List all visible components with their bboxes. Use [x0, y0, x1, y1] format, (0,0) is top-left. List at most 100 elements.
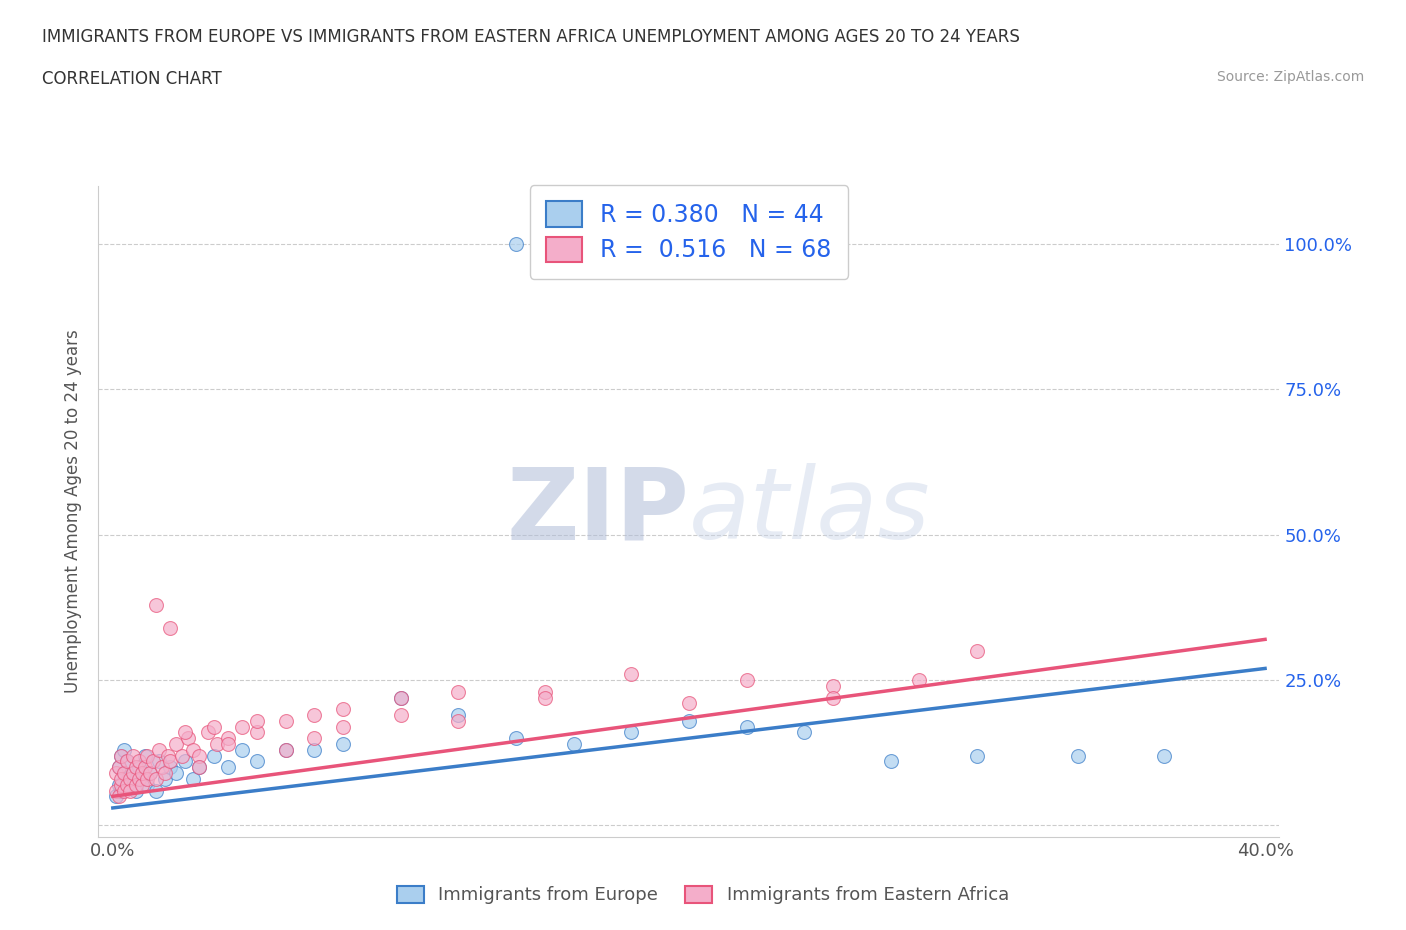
Point: [332, 737, 354, 751]
Point: [505, 731, 527, 746]
Point: [620, 667, 643, 682]
Point: [170, 748, 193, 763]
Point: [125, 760, 148, 775]
Point: [202, 748, 225, 763]
Point: [505, 237, 527, 252]
Point: [104, 765, 127, 780]
Point: [131, 772, 153, 787]
Point: [148, 754, 170, 769]
Point: [188, 748, 211, 763]
Point: [188, 760, 211, 775]
Point: [107, 789, 129, 804]
Point: [122, 765, 145, 780]
Legend: Immigrants from Europe, Immigrants from Eastern Africa: Immigrants from Europe, Immigrants from …: [389, 879, 1017, 911]
Point: [156, 748, 179, 763]
Point: [128, 754, 150, 769]
Point: [908, 672, 931, 687]
Point: [217, 737, 239, 751]
Point: [110, 772, 132, 787]
Point: [120, 777, 142, 792]
Point: [217, 760, 239, 775]
Point: [112, 765, 135, 780]
Point: [128, 760, 150, 775]
Text: IMMIGRANTS FROM EUROPE VS IMMIGRANTS FROM EASTERN AFRICA UNEMPLOYMENT AMONG AGES: IMMIGRANTS FROM EUROPE VS IMMIGRANTS FRO…: [42, 28, 1021, 46]
Point: [793, 725, 815, 740]
Point: [197, 725, 219, 740]
Point: [231, 719, 253, 734]
Point: [131, 777, 153, 792]
Point: [678, 696, 700, 711]
Point: [389, 690, 412, 705]
Point: [104, 783, 127, 798]
Point: [165, 765, 187, 780]
Point: [389, 690, 412, 705]
Point: [165, 737, 187, 751]
Point: [188, 760, 211, 775]
Point: [128, 772, 150, 787]
Point: [183, 772, 205, 787]
Point: [115, 754, 138, 769]
Point: [246, 725, 269, 740]
Point: [142, 754, 165, 769]
Point: [332, 719, 354, 734]
Point: [447, 684, 470, 699]
Point: [534, 684, 557, 699]
Point: [879, 754, 901, 769]
Point: [534, 690, 557, 705]
Point: [202, 719, 225, 734]
Point: [107, 777, 129, 792]
Point: [112, 765, 135, 780]
Point: [131, 765, 153, 780]
Point: [107, 760, 129, 775]
Point: [1067, 748, 1090, 763]
Point: [139, 765, 162, 780]
Point: [447, 713, 470, 728]
Legend: R = 0.380   N = 44, R =  0.516   N = 68: R = 0.380 N = 44, R = 0.516 N = 68: [530, 185, 848, 279]
Point: [110, 748, 132, 763]
Text: atlas: atlas: [689, 463, 931, 560]
Point: [205, 737, 228, 751]
Point: [125, 777, 148, 792]
Point: [153, 765, 176, 780]
Point: [115, 772, 138, 787]
Point: [136, 772, 159, 787]
Point: [134, 748, 156, 763]
Point: [177, 731, 200, 746]
Y-axis label: Unemployment Among Ages 20 to 24 years: Unemployment Among Ages 20 to 24 years: [65, 329, 83, 694]
Text: ZIP: ZIP: [506, 463, 689, 560]
Point: [246, 713, 269, 728]
Point: [304, 708, 326, 723]
Point: [332, 702, 354, 717]
Point: [304, 731, 326, 746]
Point: [136, 777, 159, 792]
Point: [274, 713, 297, 728]
Point: [1153, 748, 1175, 763]
Text: Source: ZipAtlas.com: Source: ZipAtlas.com: [1216, 70, 1364, 84]
Point: [110, 777, 132, 792]
Point: [134, 760, 156, 775]
Point: [120, 783, 142, 798]
Point: [112, 742, 135, 757]
Point: [115, 754, 138, 769]
Point: [562, 737, 585, 751]
Point: [966, 748, 988, 763]
Point: [112, 783, 135, 798]
Point: [735, 672, 758, 687]
Point: [115, 777, 138, 792]
Point: [966, 644, 988, 658]
Point: [139, 765, 162, 780]
Point: [145, 783, 167, 798]
Point: [274, 742, 297, 757]
Point: [110, 748, 132, 763]
Point: [159, 620, 181, 635]
Point: [122, 765, 145, 780]
Point: [183, 742, 205, 757]
Point: [274, 742, 297, 757]
Point: [110, 783, 132, 798]
Point: [153, 772, 176, 787]
Point: [122, 748, 145, 763]
Point: [735, 719, 758, 734]
Point: [231, 742, 253, 757]
Point: [217, 731, 239, 746]
Point: [145, 772, 167, 787]
